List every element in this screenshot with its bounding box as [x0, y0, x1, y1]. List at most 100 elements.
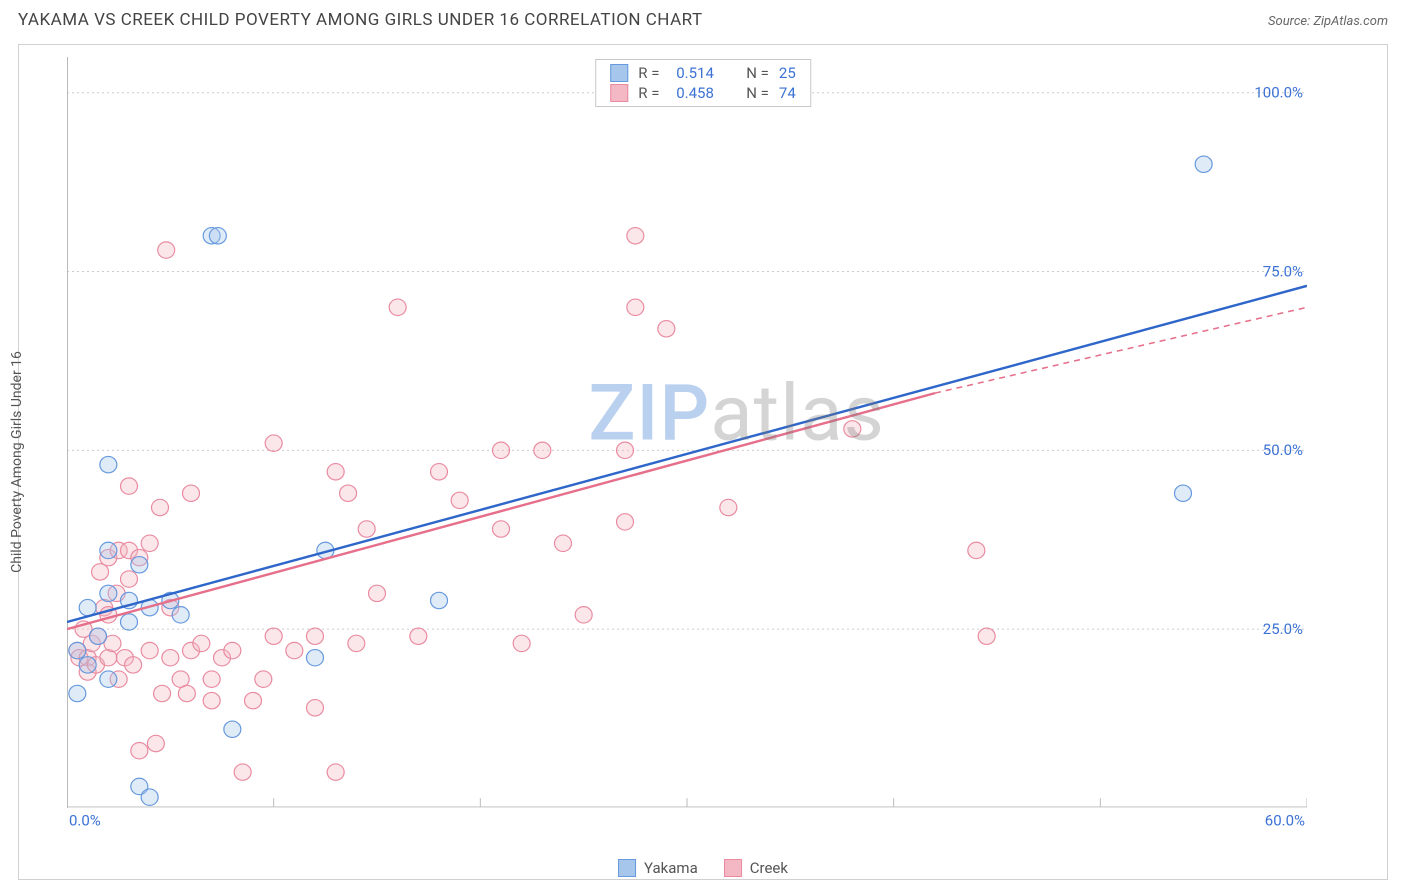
creek-point — [121, 571, 138, 587]
yakama-regression-line — [67, 286, 1307, 622]
creek-point — [92, 564, 109, 580]
creek-point — [493, 521, 510, 537]
creek-point — [255, 671, 272, 687]
correlation-legend: R =0.514N =25R =0.458N =74 — [595, 59, 811, 107]
yakama-point — [209, 228, 226, 244]
creek-point — [265, 435, 282, 451]
creek-point — [627, 299, 644, 315]
creek-point — [121, 478, 138, 494]
n-label: N = — [746, 64, 769, 82]
n-value: 25 — [779, 64, 796, 82]
n-value: 74 — [779, 84, 796, 102]
creek-point — [125, 657, 142, 673]
creek-point — [162, 650, 179, 666]
yakama-point — [69, 685, 86, 701]
yakama-point — [79, 657, 96, 673]
y-tick-label: 75.0% — [1263, 263, 1303, 281]
creek-point — [555, 535, 572, 551]
yakama-point — [121, 614, 138, 630]
creek-point — [513, 635, 530, 651]
creek-point — [245, 692, 262, 708]
y-tick-label: 50.0% — [1263, 441, 1303, 459]
r-value: 0.514 — [676, 64, 730, 82]
creek-point — [389, 299, 406, 315]
y-tick-label: 25.0% — [1263, 620, 1303, 638]
source-name: ZipAtlas.com — [1313, 14, 1388, 29]
creek-point — [493, 442, 510, 458]
creek-point — [617, 442, 634, 458]
series-legend: Yakama Creek — [618, 859, 788, 877]
legend-swatch — [610, 84, 628, 102]
creek-point — [720, 499, 737, 515]
legend-row-yakama: R = 0.514 N = 25 — [596, 63, 810, 83]
creek-point — [265, 628, 282, 644]
creek-point — [141, 535, 158, 551]
creek-point — [286, 642, 303, 658]
yakama-point — [100, 671, 117, 687]
creek-point — [369, 585, 386, 601]
legend-row-creek: R =0.458N =74 — [596, 83, 810, 103]
plot-area: 25.0%50.0%75.0%100.0%0.0%60.0% ZIPatlas — [67, 57, 1307, 833]
creek-point — [152, 499, 169, 515]
creek-point — [131, 742, 148, 758]
creek-point — [203, 671, 220, 687]
yakama-point — [224, 721, 241, 737]
x-tick-label: 60.0% — [1265, 812, 1305, 830]
creek-point — [348, 635, 365, 651]
creek-point — [307, 628, 324, 644]
creek-point — [410, 628, 427, 644]
creek-point — [358, 521, 375, 537]
yakama-point — [100, 585, 117, 601]
creek-point — [147, 735, 164, 751]
legend-label: Creek — [750, 859, 788, 877]
creek-point — [627, 228, 644, 244]
creek-point — [178, 685, 195, 701]
creek-point — [307, 700, 324, 716]
creek-point — [183, 485, 200, 501]
creek-point — [978, 628, 995, 644]
yakama-point — [69, 642, 86, 658]
chart-header: YAKAMA VS CREEK CHILD POVERTY AMONG GIRL… — [0, 0, 1406, 36]
yakama-point — [1195, 156, 1212, 172]
legend-swatch — [610, 64, 628, 82]
source-credit: Source: ZipAtlas.com — [1268, 14, 1388, 29]
creek-point — [327, 464, 344, 480]
legend-item-yakama: Yakama — [618, 859, 698, 877]
legend-label: Yakama — [644, 859, 698, 877]
creek-point — [141, 642, 158, 658]
yakama-point — [172, 607, 189, 623]
creek-point — [451, 492, 468, 508]
yakama-point — [79, 599, 96, 615]
legend-swatch — [724, 859, 742, 877]
creek-point — [224, 642, 241, 658]
yakama-point — [100, 542, 117, 558]
creek-point — [431, 464, 448, 480]
yakama-point — [307, 650, 324, 666]
creek-point — [158, 242, 175, 258]
creek-point — [327, 764, 344, 780]
n-label: N = — [746, 84, 769, 102]
creek-point — [575, 607, 592, 623]
legend-item-creek: Creek — [724, 859, 788, 877]
y-tick-label: 100.0% — [1254, 84, 1303, 102]
creek-point — [968, 542, 985, 558]
creek-point — [193, 635, 210, 651]
creek-point — [203, 692, 220, 708]
yakama-point — [141, 789, 158, 805]
yakama-point — [90, 628, 107, 644]
y-axis-label: Child Poverty Among Girls Under 16 — [9, 351, 25, 573]
yakama-point — [1175, 485, 1192, 501]
creek-regression-line — [67, 393, 935, 629]
r-label: R = — [638, 64, 666, 82]
creek-regression-extrapolation — [935, 307, 1307, 393]
creek-point — [340, 485, 357, 501]
yakama-point — [131, 557, 148, 573]
creek-point — [844, 421, 861, 437]
yakama-point — [100, 456, 117, 472]
creek-point — [658, 321, 675, 337]
creek-point — [617, 514, 634, 530]
creek-point — [234, 764, 251, 780]
legend-swatch — [618, 859, 636, 877]
source-prefix: Source: — [1268, 14, 1313, 29]
creek-point — [534, 442, 551, 458]
